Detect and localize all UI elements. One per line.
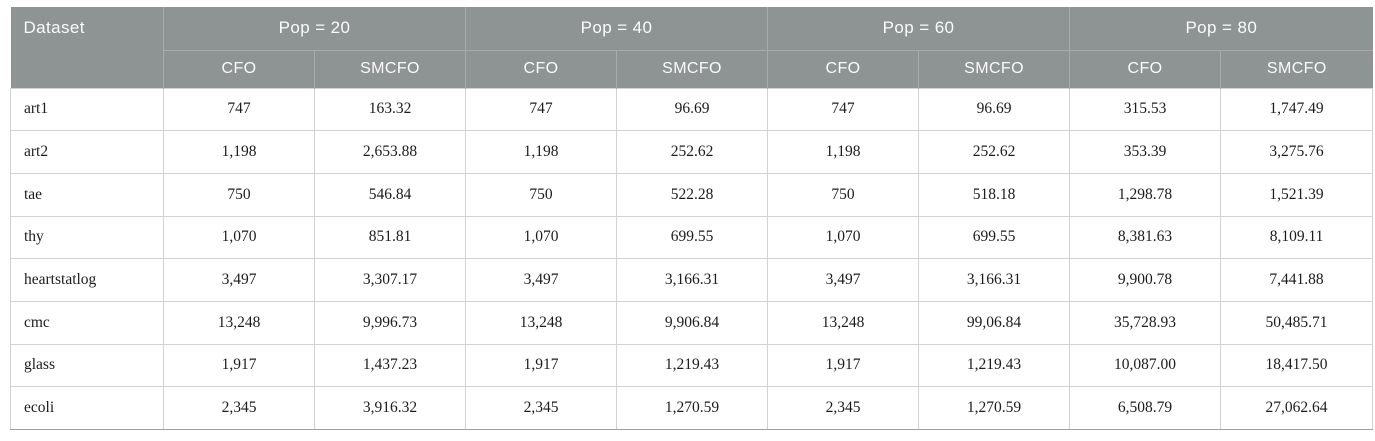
value-cell: 3,166.31 <box>918 258 1071 302</box>
dataset-cell: art2 <box>10 130 164 174</box>
value-cell: 1,198 <box>465 130 618 174</box>
value-cell: 1,219.43 <box>616 343 769 388</box>
value-cell: 750 <box>465 172 618 217</box>
value-cell: 2,653.88 <box>313 130 467 174</box>
pop-group-header-40: Pop = 40 <box>465 7 768 51</box>
subcolumn-header-cfo-20: CFO <box>163 50 315 88</box>
value-cell: 3,307.17 <box>313 258 467 302</box>
value-cell: 8,109.11 <box>1220 215 1374 260</box>
dataset-cell: cmc <box>10 300 164 345</box>
value-cell: 10,087.00 <box>1069 343 1222 388</box>
table-row: thy 1,070 851.81 1,070 699.55 1,070 699.… <box>10 215 1374 260</box>
table-row: art1 747 163.32 747 96.69 747 96.69 315.… <box>10 87 1374 132</box>
subcolumn-header-smcfo-80: SMCFO <box>1220 50 1373 88</box>
value-cell: 1,198 <box>767 130 920 174</box>
table-row: art2 1,198 2,653.88 1,198 252.62 1,198 2… <box>10 130 1374 174</box>
pop-group-header-80: Pop = 80 <box>1069 7 1373 51</box>
value-cell: 96.69 <box>616 87 769 132</box>
value-cell: 13,248 <box>767 300 920 345</box>
value-cell: 1,070 <box>767 215 920 260</box>
pop-group-header-20: Pop = 20 <box>162 7 466 51</box>
value-cell: 1,070 <box>465 215 618 260</box>
value-cell: 35,728.93 <box>1069 300 1222 345</box>
value-cell: 18,417.50 <box>1220 343 1374 388</box>
value-cell: 3,275.76 <box>1220 130 1374 174</box>
value-cell: 3,497 <box>465 258 618 302</box>
value-cell: 522.28 <box>616 172 769 217</box>
subcolumn-header-smcfo-20: SMCFO <box>313 50 466 88</box>
table-row: cmc 13,248 9,996.73 13,248 9,906.84 13,2… <box>10 300 1374 345</box>
value-cell: 2,345 <box>465 386 618 430</box>
value-cell: 747 <box>767 87 920 132</box>
value-cell: 315.53 <box>1069 87 1222 132</box>
results-table: Dataset Pop = 20 Pop = 40 Pop = 60 Pop =… <box>10 7 1374 430</box>
header-sub-row: CFO SMCFO CFO SMCFO CFO SMCFO CFO SMCFO <box>11 50 1373 88</box>
subcolumn-header-smcfo-40: SMCFO <box>616 50 768 88</box>
value-cell: 3,916.32 <box>313 386 467 430</box>
dataset-cell: thy <box>10 215 164 260</box>
value-cell: 851.81 <box>313 215 467 260</box>
value-cell: 1,270.59 <box>616 386 769 430</box>
dataset-cell: ecoli <box>10 386 164 430</box>
value-cell: 1,521.39 <box>1220 172 1374 217</box>
pop-group-header-60: Pop = 60 <box>767 7 1070 51</box>
value-cell: 99,06.84 <box>918 300 1071 345</box>
value-cell: 1,270.59 <box>918 386 1071 430</box>
value-cell: 750 <box>767 172 920 217</box>
value-cell: 9,996.73 <box>313 300 467 345</box>
value-cell: 1,070 <box>163 215 315 260</box>
value-cell: 2,345 <box>163 386 315 430</box>
value-cell: 6,508.79 <box>1069 386 1222 430</box>
value-cell: 3,497 <box>767 258 920 302</box>
value-cell: 1,298.78 <box>1069 172 1222 217</box>
subcolumn-header-cfo-60: CFO <box>767 50 919 88</box>
value-cell: 2,345 <box>767 386 920 430</box>
dataset-cell: tae <box>10 172 164 217</box>
value-cell: 8,381.63 <box>1069 215 1222 260</box>
table-row: heartstatlog 3,497 3,307.17 3,497 3,166.… <box>10 258 1374 302</box>
table-row: glass 1,917 1,437.23 1,917 1,219.43 1,91… <box>10 343 1374 388</box>
value-cell: 1,198 <box>163 130 315 174</box>
value-cell: 747 <box>465 87 618 132</box>
table-row: ecoli 2,345 3,916.32 2,345 1,270.59 2,34… <box>10 386 1374 430</box>
value-cell: 9,900.78 <box>1069 258 1222 302</box>
value-cell: 518.18 <box>918 172 1071 217</box>
header-group-row: Dataset Pop = 20 Pop = 40 Pop = 60 Pop =… <box>10 7 1373 88</box>
results-table-container: Dataset Pop = 20 Pop = 40 Pop = 60 Pop =… <box>10 7 1374 430</box>
value-cell: 353.39 <box>1069 130 1222 174</box>
value-cell: 1,917 <box>163 343 315 388</box>
value-cell: 252.62 <box>918 130 1071 174</box>
dataset-cell: heartstatlog <box>10 258 164 302</box>
value-cell: 163.32 <box>313 87 467 132</box>
subcolumn-header-smcfo-60: SMCFO <box>918 50 1070 88</box>
subcolumn-header-cfo-40: CFO <box>465 50 617 88</box>
value-cell: 1,219.43 <box>918 343 1071 388</box>
value-cell: 96.69 <box>918 87 1071 132</box>
value-cell: 252.62 <box>616 130 769 174</box>
table-row: tae 750 546.84 750 522.28 750 518.18 1,2… <box>10 172 1374 217</box>
value-cell: 699.55 <box>918 215 1071 260</box>
value-cell: 3,166.31 <box>616 258 769 302</box>
value-cell: 699.55 <box>616 215 769 260</box>
dataset-cell: glass <box>10 343 164 388</box>
value-cell: 3,497 <box>163 258 315 302</box>
value-cell: 546.84 <box>313 172 467 217</box>
value-cell: 1,747.49 <box>1220 87 1374 132</box>
value-cell: 13,248 <box>163 300 315 345</box>
value-cell: 747 <box>163 87 315 132</box>
value-cell: 1,917 <box>767 343 920 388</box>
value-cell: 1,437.23 <box>313 343 467 388</box>
value-cell: 1,917 <box>465 343 618 388</box>
dataset-cell: art1 <box>10 87 164 132</box>
column-header-dataset: Dataset <box>10 7 164 88</box>
value-cell: 27,062.64 <box>1220 386 1374 430</box>
value-cell: 50,485.71 <box>1220 300 1374 345</box>
value-cell: 7,441.88 <box>1220 258 1374 302</box>
subcolumn-header-cfo-80: CFO <box>1069 50 1221 88</box>
value-cell: 9,906.84 <box>616 300 769 345</box>
value-cell: 750 <box>163 172 315 217</box>
value-cell: 13,248 <box>465 300 618 345</box>
